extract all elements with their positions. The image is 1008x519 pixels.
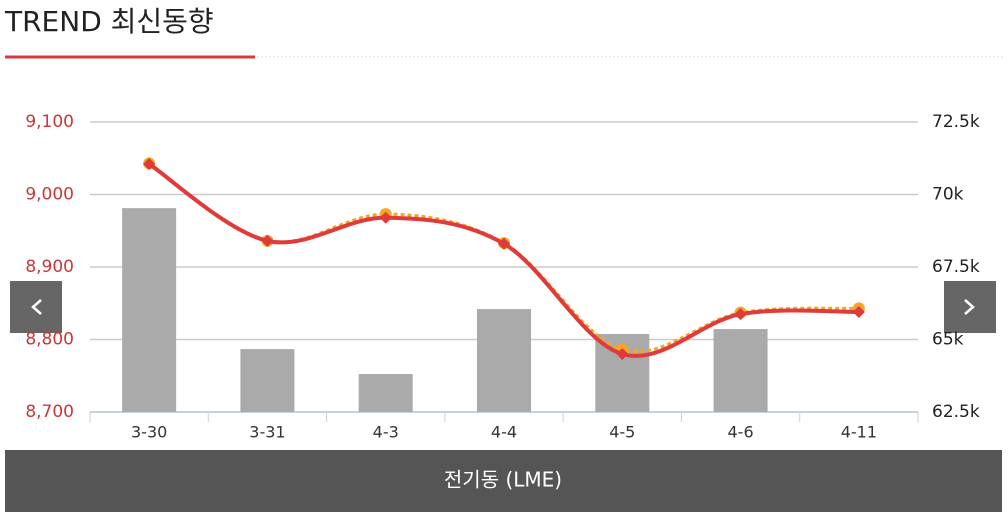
y2-tick-label: 65k xyxy=(932,330,964,350)
y-tick-label: 8,800 xyxy=(25,330,74,350)
x-tick-label: 4-11 xyxy=(841,423,877,442)
y-tick-label: 9,000 xyxy=(25,185,74,205)
y2-tick-label: 70k xyxy=(932,185,964,205)
next-arrow[interactable] xyxy=(964,299,975,315)
bar xyxy=(122,208,177,412)
y2-tick-label: 72.5k xyxy=(932,112,980,132)
x-tick-label: 4-4 xyxy=(491,423,517,442)
prev-arrow[interactable] xyxy=(31,299,42,315)
marker xyxy=(616,348,629,360)
x-tick-label: 4-5 xyxy=(609,423,635,442)
marker xyxy=(379,211,392,224)
caption-bar xyxy=(5,450,1002,512)
chart-title: TREND 최신동향 xyxy=(4,5,214,38)
y2-tick-label: 67.5k xyxy=(932,257,980,277)
bar xyxy=(358,374,413,412)
marker xyxy=(261,234,274,247)
bar xyxy=(713,329,768,412)
bar xyxy=(477,309,531,412)
next-button[interactable] xyxy=(944,281,996,333)
next-button-bg[interactable] xyxy=(944,281,996,333)
marker xyxy=(852,305,865,318)
x-axis-title: 전기동 (LME) xyxy=(444,468,562,492)
marker xyxy=(734,308,747,321)
y-tick-label: 8,900 xyxy=(25,257,74,277)
bar xyxy=(240,349,295,412)
x-tick-label: 4-3 xyxy=(373,423,399,442)
x-tick-label: 4-6 xyxy=(728,423,754,442)
marker xyxy=(143,158,156,171)
prev-button[interactable] xyxy=(10,281,62,333)
x-tick-label: 3-31 xyxy=(249,423,285,442)
x-tick-label: 3-30 xyxy=(131,423,167,442)
y2-tick-label: 62.5k xyxy=(932,402,980,422)
y-tick-label: 9,100 xyxy=(25,112,74,132)
y-tick-label: 8,700 xyxy=(25,402,74,422)
marker xyxy=(498,237,510,250)
prev-button-bg[interactable] xyxy=(10,281,62,333)
